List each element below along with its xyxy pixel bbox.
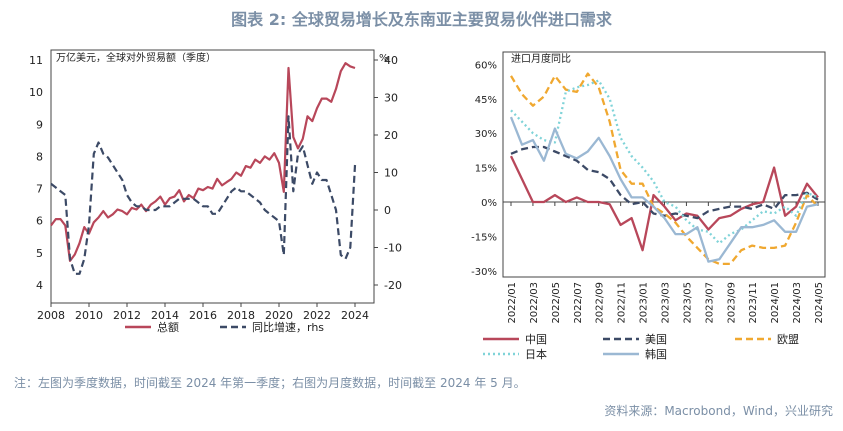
right-x-tick-label: 2022/03: [529, 282, 540, 324]
right-y-tick-label: 0%: [481, 198, 497, 209]
left-y-tick-label: 7: [36, 183, 43, 196]
right-x-tick-label: 2022/01: [507, 282, 518, 324]
right-legend-label-1: 美国: [645, 333, 667, 346]
right-legend-label-3: 日本: [525, 347, 547, 361]
left-y-tick-label: 11: [29, 54, 43, 67]
source-line: 资料来源：Macrobond，Wind，兴业研究: [604, 404, 833, 418]
right-legend-label-2: 欧盟: [777, 333, 799, 346]
right-x-tick-label: 2023/09: [726, 282, 737, 324]
right-y-tick-label: 45%: [475, 95, 497, 106]
right-x-tick-label: 2023/01: [639, 282, 650, 324]
right-axis-unit-label: %: [379, 53, 389, 64]
right-legend-label-4: 韩国: [645, 347, 667, 361]
left-y-tick-label: 10: [29, 86, 43, 99]
figure-title: 图表 2: 全球贸易增长及东南亚主要贸易伙伴进口需求: [231, 10, 612, 29]
left-y-tick-label: 6: [36, 215, 43, 228]
right-chart-unit-label: 进口月度同比: [511, 52, 571, 65]
left-plot-frame: [50, 49, 375, 304]
right-y-tick-label: -10: [384, 242, 402, 255]
right-y-tick-label: 30%: [475, 129, 497, 140]
left-y-tick-label: 8: [36, 150, 43, 163]
right-series-line-2: [510, 72, 819, 266]
left-y-tick-label: 9: [36, 118, 43, 131]
left-axis-unit-label: 万亿美元，全球对外贸易额（季度）: [56, 51, 216, 64]
right-series-line-3: [510, 79, 819, 245]
left-series-line-1: [50, 115, 357, 275]
right-x-tick-label: 2022/05: [551, 282, 562, 324]
right-x-tick-label: 2022/09: [595, 282, 606, 324]
left-x-tick-label: 2008: [37, 309, 65, 322]
left-x-tick-label: 2012: [113, 309, 141, 322]
left-legend-label-1: 同比增速，rhs: [252, 320, 324, 334]
right-legend-label-0: 中国: [525, 333, 547, 346]
left-x-tick-label: 2022: [303, 309, 331, 322]
right-y-tick-label: -20: [384, 279, 402, 292]
right-series-line-4: [509, 116, 819, 263]
left-y-tick-label: 5: [36, 247, 43, 260]
left-x-tick-label: 2024: [341, 309, 369, 322]
left-x-tick-label: 2018: [227, 309, 255, 322]
left-x-tick-label: 2016: [189, 309, 217, 322]
left-series-line-0: [50, 62, 356, 262]
left-y-tick-label: 4: [36, 279, 43, 292]
right-y-tick-label: -15%: [471, 232, 497, 243]
right-x-tick-label: 2024/01: [770, 282, 781, 324]
right-x-tick-label: 2023/03: [661, 282, 672, 324]
right-y-tick-label: 0: [384, 204, 391, 217]
left-x-tick-label: 2020: [265, 309, 293, 322]
right-x-tick-label: 2023/07: [704, 282, 715, 324]
right-x-tick-label: 2022/07: [573, 282, 584, 324]
right-y-tick-label: 40: [384, 54, 398, 67]
right-y-tick-label: 60%: [475, 60, 497, 71]
right-y-tick-label: 10: [384, 167, 398, 180]
right-series-line-1: [510, 145, 819, 220]
right-plot-frame: [502, 51, 826, 278]
right-y-tick-label: -30%: [471, 267, 497, 278]
right-x-tick-label: 2023/05: [682, 282, 693, 324]
right-series-line-0: [509, 155, 819, 252]
right-x-tick-label: 2024/05: [814, 282, 825, 324]
right-y-tick-label: 15%: [475, 164, 497, 175]
left-legend-label-0: 总额: [157, 320, 179, 334]
right-x-tick-label: 2023/11: [748, 282, 759, 324]
left-x-tick-label: 2014: [151, 309, 179, 322]
right-y-tick-label: 30: [384, 92, 398, 105]
right-x-tick-label: 2022/11: [617, 282, 628, 324]
right-x-tick-label: 2024/03: [792, 282, 803, 324]
left-x-tick-label: 2010: [75, 309, 103, 322]
footnote: 注：左图为季度数据，时间截至 2024 年第一季度；右图为月度数据，时间截至 2…: [14, 376, 526, 390]
right-y-tick-label: 20: [384, 129, 398, 142]
